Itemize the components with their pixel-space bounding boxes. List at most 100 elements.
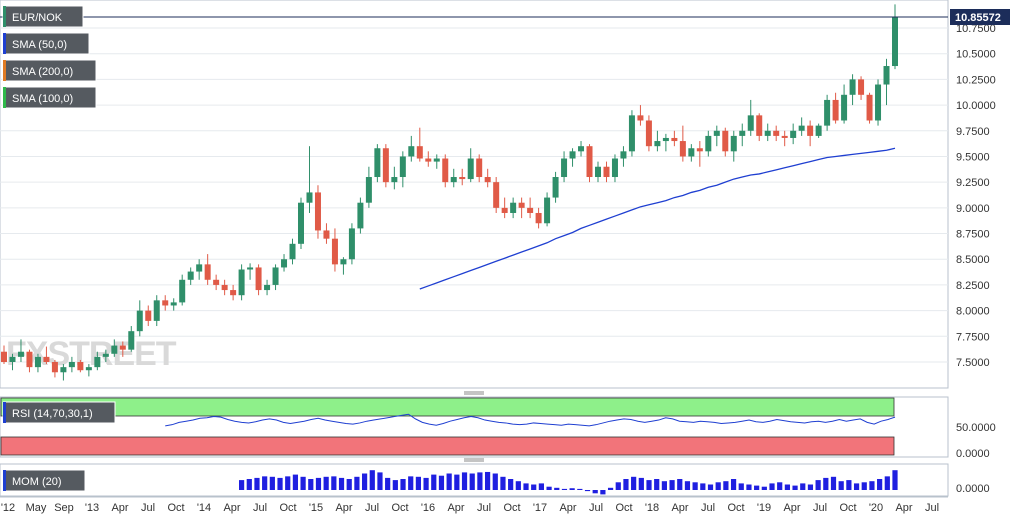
candle [289,238,296,265]
momentum-bar [623,479,629,490]
candle-body [654,141,661,147]
candle [730,130,737,162]
candle [399,151,406,188]
momentum-bar [546,486,552,490]
candle [145,305,152,327]
momentum-bar [846,480,852,490]
candle-body [136,310,143,332]
x-tick-label: Jul [141,502,155,514]
momentum-bar [484,471,491,490]
candle [255,264,262,296]
mom-level-0: 0.0000 [956,483,990,495]
candle [518,197,525,219]
candle-body [603,166,610,178]
x-tick-label: Jul [589,502,603,514]
candle-body [153,300,160,321]
candle [544,192,551,227]
x-tick-label: Apr [447,502,464,514]
legend-sma-100[interactable]: SMA (100,0) [2,86,97,109]
candle [883,58,890,106]
momentum-bar [707,484,714,490]
legend-rsi[interactable]: RSI (14,70,30,1) [2,401,116,424]
candle [756,113,763,142]
candle [595,161,601,183]
momentum-bars [239,470,898,495]
x-tick-label: Jul [477,502,491,514]
candle [281,254,288,272]
candle [790,123,797,145]
candle-body [730,135,737,152]
candle-body [747,115,754,131]
candle-body [238,269,245,296]
momentum-bar [577,488,583,490]
momentum-bar [730,479,737,490]
candle-body [340,259,347,265]
candle-body [247,267,254,270]
candle-body [221,284,228,291]
panel-splitter-1[interactable] [464,391,484,395]
candle-body [60,367,67,373]
mom-panel-frame [0,463,949,497]
momentum-bar [600,490,606,495]
candle [798,117,805,136]
momentum-bar [346,479,352,490]
candle-body [781,135,788,138]
candle [654,130,661,152]
candle-body [255,267,262,291]
momentum-bar [838,481,844,490]
momentum-bar [354,476,360,490]
y-tick-label: 10.5000 [956,49,996,61]
momentum-bar [715,482,721,490]
candle-body [391,177,398,183]
candle [348,223,355,265]
candle-body [187,271,194,280]
svg-text:SMA (50,0): SMA (50,0) [12,39,67,51]
candle-body [849,79,856,95]
momentum-bar [469,473,475,490]
y-tick-label: 8.7500 [956,229,990,241]
candle [51,359,58,378]
candle [306,146,313,213]
candle-body [281,259,288,268]
x-tick-label: Oct [615,502,632,514]
candle [722,127,729,157]
x-tick-label: '19 [757,502,771,514]
legend-sma-200[interactable]: SMA (200,0) [2,59,97,82]
candle [77,359,84,373]
candle-body [34,356,41,368]
momentum-bar [246,479,252,490]
candle-body [739,130,746,136]
momentum-bar [631,476,637,490]
candle-body [476,158,483,178]
candle-body [790,130,797,138]
candle [221,279,228,296]
candle [153,295,160,327]
momentum-bar [784,484,790,490]
candle-body [561,158,568,178]
candle [170,298,177,311]
legend-sma-50[interactable]: SMA (50,0) [2,32,90,55]
rsi-overbought-zone [0,397,895,417]
momentum-bar [700,483,706,490]
momentum-bar [769,483,775,490]
x-tick-label: Apr [783,502,800,514]
rsi-line [165,413,896,427]
momentum-bar [385,477,391,490]
candle-body [94,356,101,368]
legend-symbol[interactable]: EUR/NOK [2,5,84,28]
legend-mom[interactable]: MOM (20) [2,469,86,492]
candle-body [145,310,152,321]
candle-body [357,202,364,229]
candle [433,154,440,169]
candle [858,76,865,100]
candle-body [289,243,296,260]
candle-body [314,192,321,231]
momentum-bar [477,472,483,490]
candle [815,123,822,138]
momentum-bar [423,477,429,490]
candle [662,133,669,152]
candle-body [77,362,84,371]
candle-body [595,166,601,178]
panel-splitter-2[interactable] [464,458,484,462]
momentum-bar [815,480,821,490]
